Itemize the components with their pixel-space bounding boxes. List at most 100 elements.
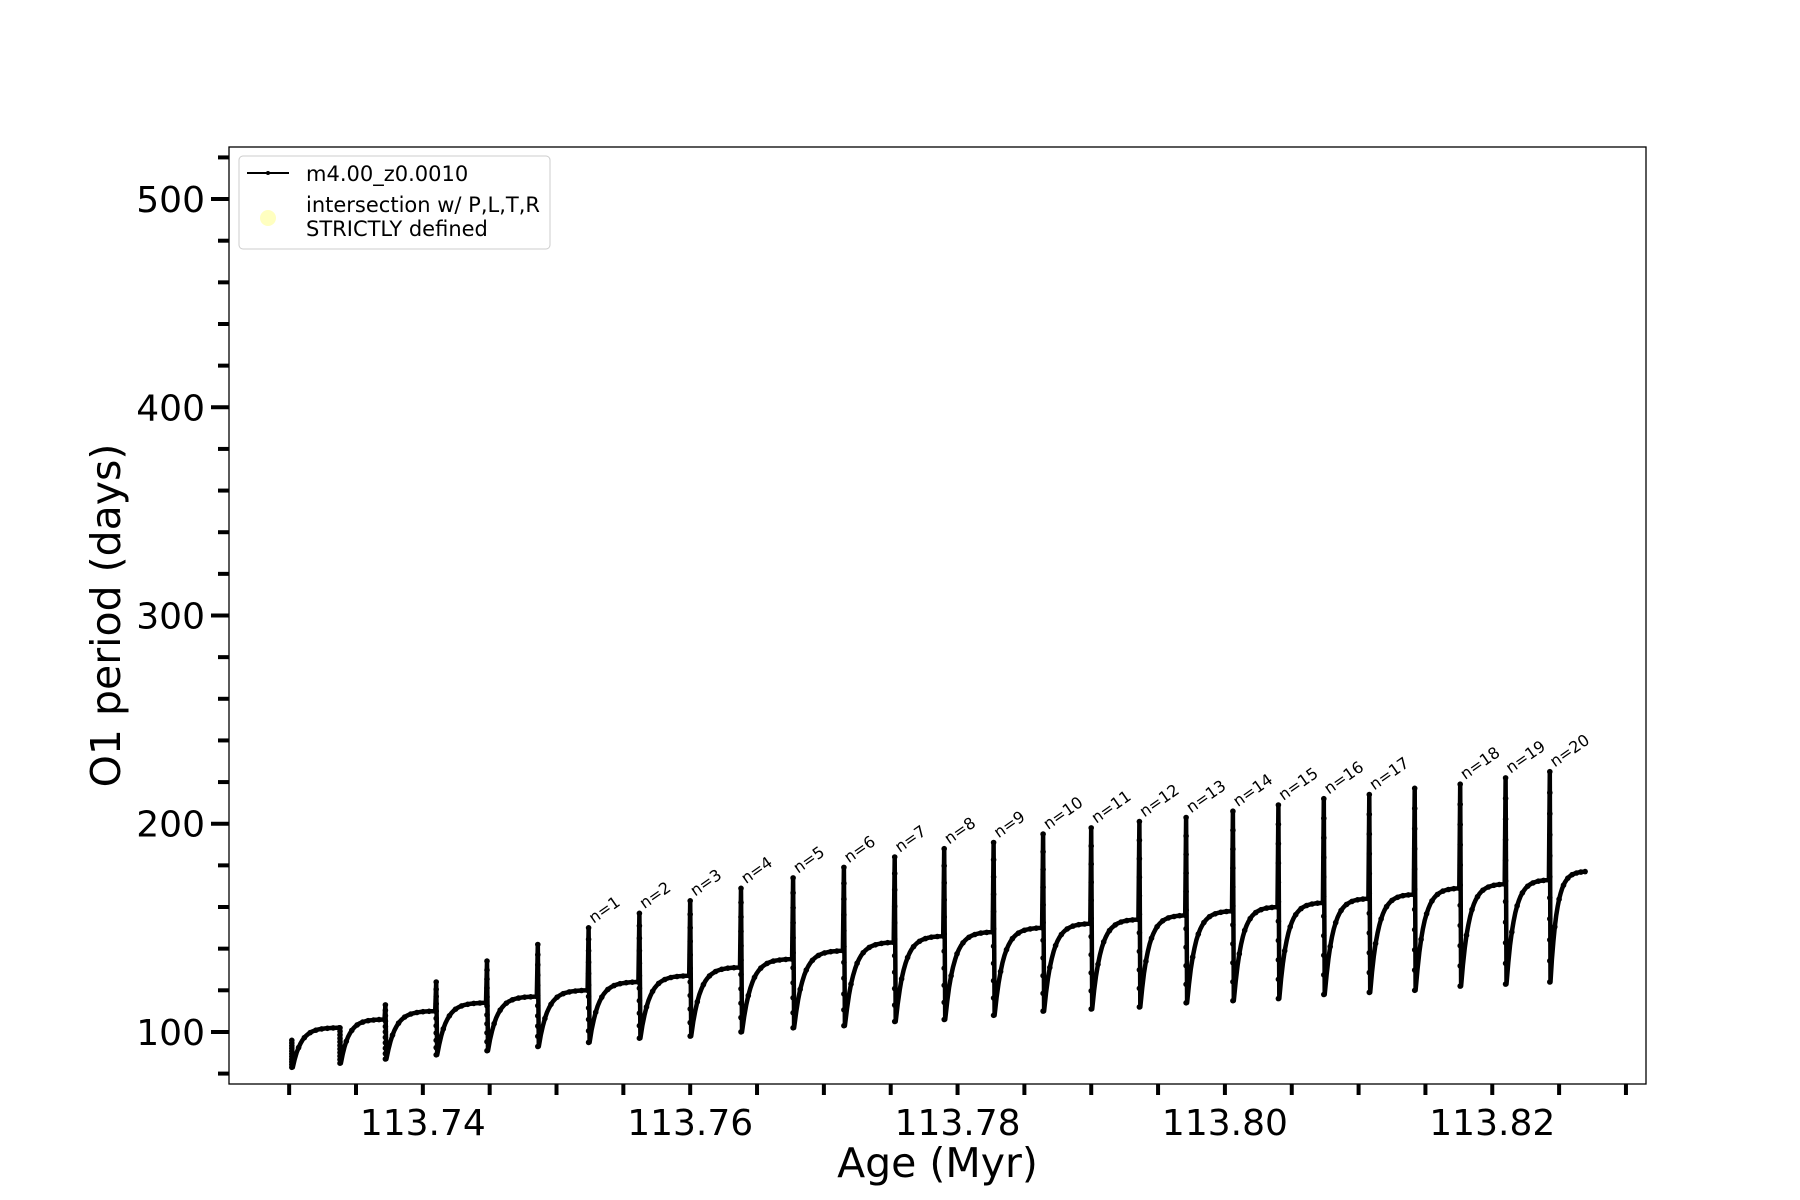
x-tick-label: 113.82 bbox=[1429, 1103, 1555, 1144]
series-point bbox=[731, 964, 737, 971]
series-point bbox=[636, 923, 643, 929]
series-point bbox=[1411, 866, 1418, 872]
series-point bbox=[354, 1022, 361, 1028]
series-point bbox=[783, 956, 789, 963]
series-point bbox=[687, 925, 693, 931]
series-point bbox=[636, 1010, 643, 1016]
series-point bbox=[1275, 860, 1282, 866]
series-point bbox=[1457, 781, 1463, 787]
legend-box bbox=[238, 155, 551, 250]
y-tick-label: 500 bbox=[136, 180, 205, 221]
series-point bbox=[1171, 913, 1177, 920]
series-point bbox=[1366, 989, 1373, 996]
series-point bbox=[922, 935, 929, 942]
series-point bbox=[554, 994, 560, 1000]
series-point bbox=[1275, 995, 1282, 1002]
series-point bbox=[990, 995, 997, 1001]
series-point bbox=[578, 987, 585, 994]
series-point bbox=[433, 1015, 440, 1022]
series-point bbox=[1547, 789, 1553, 796]
series-point bbox=[635, 979, 642, 985]
series-point bbox=[1183, 888, 1189, 895]
x-tick-label: 113.74 bbox=[360, 1103, 486, 1144]
series-point bbox=[1573, 870, 1580, 876]
series-point bbox=[928, 934, 935, 940]
series-point bbox=[990, 891, 997, 898]
series-point bbox=[1320, 900, 1326, 906]
series-point bbox=[738, 971, 744, 978]
series-point bbox=[1502, 816, 1509, 822]
series-point bbox=[841, 927, 847, 934]
series-point bbox=[954, 951, 960, 957]
series-point bbox=[382, 1002, 389, 1008]
series-point bbox=[1423, 911, 1430, 917]
series-point bbox=[1129, 917, 1136, 923]
series-point bbox=[1451, 885, 1457, 892]
series-point bbox=[1241, 927, 1248, 934]
series-point bbox=[1349, 898, 1355, 905]
series-point bbox=[1292, 911, 1299, 918]
series-point bbox=[623, 979, 629, 986]
series-point bbox=[1230, 922, 1236, 928]
series-point bbox=[891, 887, 898, 893]
series-point bbox=[636, 985, 643, 991]
series-point bbox=[827, 948, 834, 955]
series-point bbox=[1100, 939, 1107, 945]
series-point bbox=[738, 1014, 744, 1021]
series-point bbox=[966, 934, 972, 941]
series-point bbox=[1003, 946, 1010, 953]
series-point bbox=[941, 880, 947, 886]
series-point bbox=[484, 1012, 490, 1018]
series-point bbox=[884, 939, 891, 946]
series-point bbox=[1366, 831, 1373, 837]
series-point bbox=[1547, 979, 1553, 985]
series-point bbox=[674, 973, 680, 980]
series-point bbox=[1081, 921, 1088, 927]
series-point bbox=[990, 943, 997, 949]
series-point bbox=[700, 981, 707, 988]
series-point bbox=[738, 957, 744, 963]
series-point bbox=[433, 1044, 440, 1051]
series-point bbox=[687, 898, 693, 904]
series-point bbox=[738, 885, 744, 892]
series-point bbox=[1303, 902, 1310, 909]
series-point bbox=[941, 931, 947, 937]
series-point bbox=[1183, 962, 1189, 969]
series-point bbox=[1275, 821, 1282, 828]
series-point bbox=[891, 1018, 898, 1025]
series-point bbox=[891, 903, 898, 910]
series-point bbox=[1088, 970, 1094, 976]
series-point bbox=[560, 990, 566, 997]
series-point bbox=[1411, 967, 1418, 973]
series-point bbox=[687, 938, 693, 945]
series-point bbox=[1206, 913, 1213, 920]
series-point bbox=[738, 986, 744, 992]
series-point bbox=[1366, 930, 1373, 936]
series-point bbox=[1429, 898, 1435, 904]
series-point bbox=[1445, 886, 1452, 893]
series-point bbox=[706, 973, 713, 979]
series-point bbox=[1547, 832, 1553, 838]
series-point bbox=[1263, 905, 1270, 911]
series-point bbox=[860, 949, 866, 956]
series-point bbox=[1136, 911, 1143, 918]
series-point bbox=[1230, 865, 1236, 871]
series-point bbox=[1354, 897, 1361, 903]
series-point bbox=[1136, 985, 1143, 992]
series-point bbox=[790, 920, 796, 926]
series-point bbox=[1411, 785, 1418, 792]
series-point bbox=[330, 1025, 337, 1031]
series-point bbox=[1281, 948, 1288, 954]
y-axis-title: O1 period (days) bbox=[82, 444, 130, 788]
series-point bbox=[1070, 923, 1076, 929]
series-point bbox=[738, 942, 744, 949]
series-point bbox=[433, 1030, 440, 1036]
series-point bbox=[1405, 892, 1412, 898]
series-point bbox=[605, 986, 611, 993]
series-point bbox=[1269, 904, 1275, 911]
series-point bbox=[1321, 972, 1327, 978]
series-point bbox=[433, 986, 440, 993]
series-point bbox=[1321, 835, 1327, 841]
series-point bbox=[382, 1007, 389, 1014]
series-point bbox=[1136, 874, 1143, 880]
